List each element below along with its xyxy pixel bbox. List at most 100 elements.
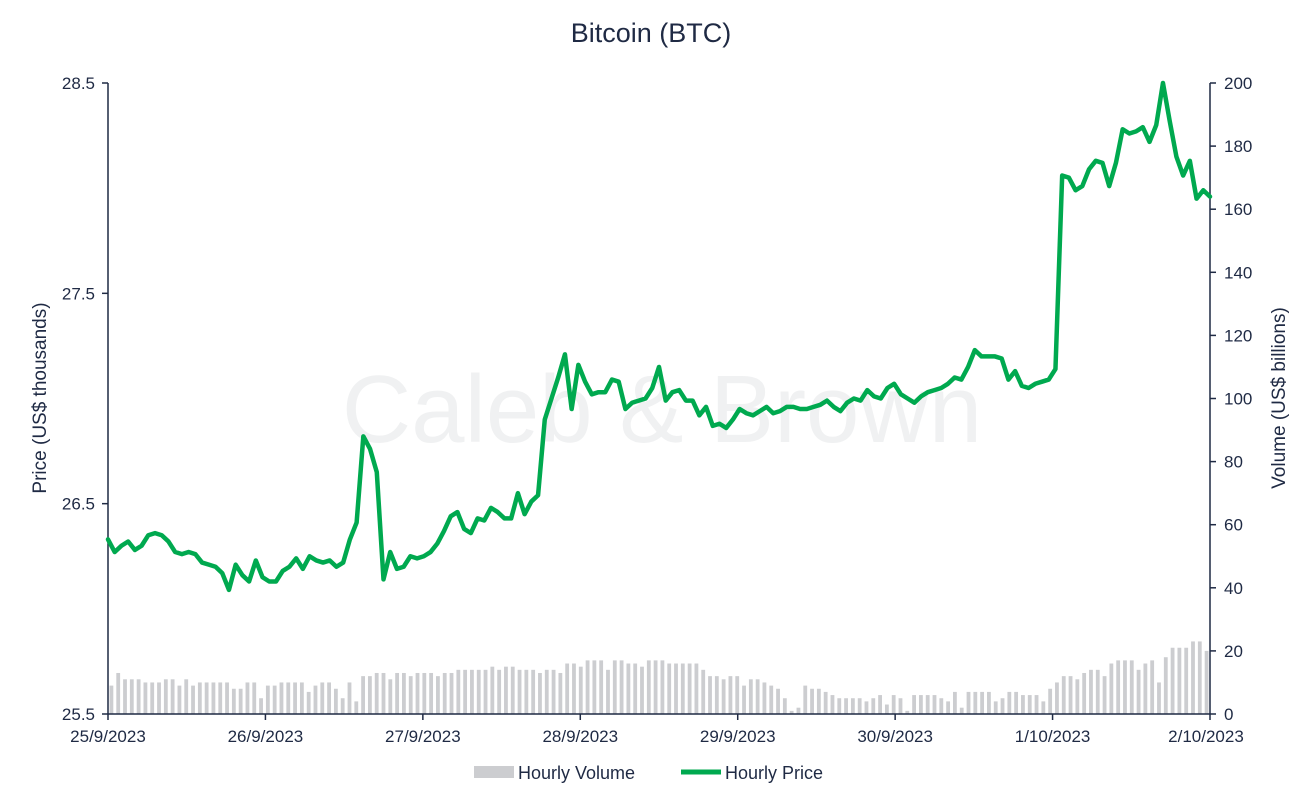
volume-bar [789, 710, 794, 714]
price-line-layer [105, 80, 1213, 593]
volume-bar [436, 676, 440, 714]
volume-bar [1000, 698, 1005, 714]
volume-bar [320, 682, 325, 714]
volume-bar [483, 669, 488, 714]
volume-bar [572, 663, 576, 714]
volume-bar [510, 666, 515, 714]
volume-bar [1041, 701, 1046, 714]
volume-bar [633, 663, 638, 714]
volume-bar [442, 672, 447, 714]
volume-bar [728, 676, 733, 714]
volume-bar [211, 682, 216, 714]
y2-tick-label: 0 [1224, 705, 1233, 724]
volume-bar [374, 672, 379, 714]
volume-bar [361, 676, 365, 714]
volume-bar [932, 695, 937, 714]
y-tick-label: 26.5 [62, 495, 95, 514]
volume-bar [599, 660, 604, 714]
volume-bar [415, 672, 420, 714]
volume-bar [816, 688, 821, 714]
volume-bar [109, 685, 114, 714]
volume-bar [606, 669, 610, 714]
volume-bar [1184, 647, 1189, 714]
volume-bar [1170, 647, 1175, 714]
volume-bar [667, 663, 672, 714]
volume-bar [143, 682, 148, 714]
volume-bar [531, 669, 536, 714]
volume-bar [701, 669, 706, 714]
volume-bar [367, 676, 372, 714]
volume-bar [551, 669, 556, 714]
x-tick-label: 30/9/2023 [857, 727, 933, 746]
legend: Hourly Volume Hourly Price [474, 763, 823, 783]
volume-bar [231, 688, 236, 714]
volume-bar [470, 669, 474, 714]
volume-bar [708, 676, 712, 714]
volume-bar [422, 672, 427, 714]
volume-bar [980, 691, 985, 714]
x-tick-label: 25/9/2023 [70, 727, 146, 746]
volume-bar [640, 666, 644, 714]
volume-bar [674, 663, 678, 714]
volume-bar [1014, 691, 1019, 714]
volume-bar [456, 669, 461, 714]
volume-bar [844, 698, 848, 714]
volume-bar [313, 685, 318, 714]
volume-bar [279, 682, 284, 714]
volume-bar [694, 663, 699, 714]
volume-bar [524, 669, 529, 714]
volume-bar [1197, 641, 1202, 714]
volume-bar [1136, 669, 1141, 714]
volume-bar [1109, 663, 1114, 714]
volume-bar [225, 682, 229, 714]
axes [102, 82, 1216, 720]
volume-bar [565, 663, 570, 714]
legend-swatch-volume [474, 766, 514, 778]
volume-bar [517, 669, 522, 714]
y2-tick-label: 60 [1224, 516, 1243, 535]
volume-bar [347, 682, 352, 714]
volume-bar [857, 698, 862, 714]
volume-bar [123, 679, 127, 714]
volume-bar [993, 701, 998, 714]
volume-bar [653, 660, 658, 714]
y2-tick-label: 200 [1224, 74, 1252, 93]
volume-bar [810, 688, 814, 714]
volume-bar [327, 682, 331, 714]
volume-bar [864, 701, 869, 714]
volume-bar [402, 672, 406, 714]
volume-bar [333, 688, 338, 714]
volume-bar [850, 698, 855, 714]
volume-bar [150, 682, 155, 714]
x-tick-label: 29/9/2023 [700, 727, 776, 746]
volume-bar [742, 685, 746, 714]
volume-bar [354, 701, 359, 714]
volume-bars [109, 641, 1209, 714]
y-tick-label: 27.5 [62, 284, 95, 303]
volume-bar [769, 685, 774, 714]
volume-bar [299, 682, 304, 714]
volume-bar [925, 695, 930, 714]
volume-bar [776, 688, 780, 714]
x-tick-label: 2/10/2023 [1168, 727, 1244, 746]
volume-bar [1204, 650, 1209, 714]
volume-bar [680, 663, 685, 714]
volume-bar [1034, 695, 1039, 714]
volume-bar [592, 660, 597, 714]
volume-bar [177, 685, 182, 714]
y2-axis-label: Volume (US$ billions) [1269, 307, 1290, 489]
volume-bar [218, 682, 223, 714]
volume-bar [388, 679, 393, 714]
volume-bar [538, 672, 542, 714]
volume-bar [184, 679, 189, 714]
volume-bar [912, 695, 916, 714]
volume-bar [946, 701, 951, 714]
y2-tick-label: 100 [1224, 390, 1252, 409]
volume-bar [1089, 669, 1093, 714]
volume-bar [395, 672, 400, 714]
volume-bar [1150, 660, 1155, 714]
volume-bar [1163, 657, 1168, 714]
volume-bar [830, 695, 835, 714]
volume-bar [265, 685, 270, 714]
